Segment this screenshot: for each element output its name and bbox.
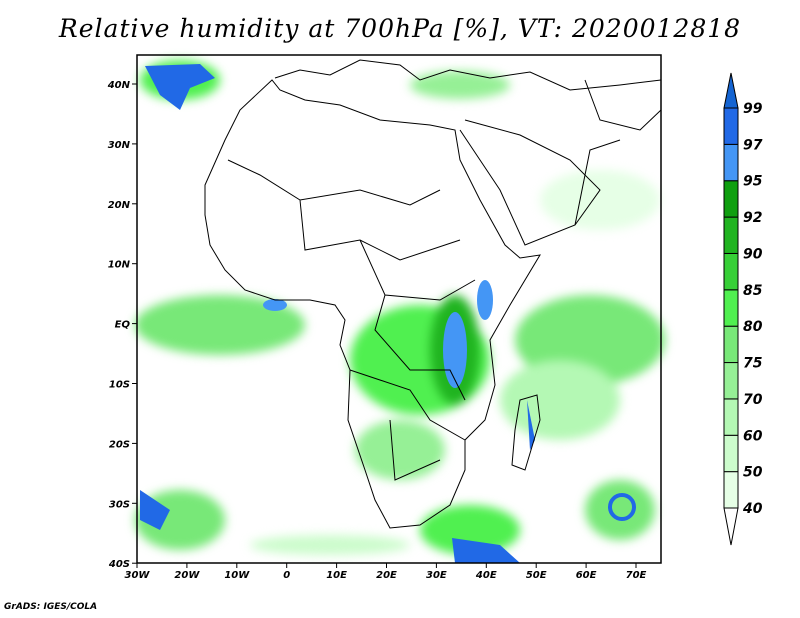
colorbar-label: 95 [743,174,763,190]
latitude-axis: 40N 30N 20N 10N EQ 10S 20S 30S 40S [107,80,137,570]
colorbar-label: 40 [742,501,763,517]
colorbar-bottom-arrow [723,507,739,546]
colorbar-label: 90 [743,246,763,262]
lat-label: 10S [109,380,130,391]
colorbar-swatch [723,289,739,327]
colorbar: 40 50 60 70 75 80 85 90 92 95 97 99 [723,72,763,546]
lat-label: 40S [108,559,130,570]
colorbar-label: 60 [743,428,763,444]
lon-label: 50E [526,570,547,581]
colorbar-swatch [723,471,739,509]
colorbar-label: 70 [743,392,763,408]
lat-label: EQ [115,320,131,331]
lat-label: 40N [107,80,131,91]
lon-label: 60E [576,570,597,581]
lon-label: 20E [376,570,397,581]
longitude-axis: 30W 20W 10W 0 10E 20E 30E 40E 50E 60E 70E [125,563,647,581]
colorbar-label: 50 [743,465,763,481]
colorbar-swatch [723,434,739,473]
lon-label: 10W [224,570,250,581]
colorbar-label: 75 [743,356,763,372]
lat-label: 30S [109,499,130,510]
credit-text: GrADS: IGES/COLA [4,602,98,612]
lon-label: 40E [475,570,497,581]
colorbar-top-arrow [723,72,739,109]
colorbar-label: 92 [743,210,762,226]
map-frame [136,54,662,564]
coastlines [204,59,662,529]
colorbar-label: 97 [743,137,763,153]
saturated-areas [140,64,636,563]
lat-label: 30N [108,140,131,151]
plot-title: Relative humidity at 700hPa [%], VT: 202… [58,14,742,43]
lon-label: 10E [326,570,347,581]
colorbar-swatch [723,398,739,436]
colorbar-swatch [723,252,739,291]
colorbar-label: 85 [743,283,763,299]
lon-label: 20W [174,570,200,581]
colorbar-swatch [723,362,739,400]
colorbar-label: 80 [743,319,763,335]
lon-label: 30W [125,570,151,581]
lat-label: 20S [109,439,130,450]
lat-label: 10N [108,260,131,271]
colorbar-swatch [723,180,739,218]
lon-label: 0 [283,570,290,581]
colorbar-swatch [723,216,739,254]
colorbar-swatch [723,325,739,364]
lon-label: 30E [426,570,447,581]
lon-label: 70E [626,570,647,581]
colorbar-label: 99 [743,101,763,117]
lat-label: 20N [108,200,131,211]
colorbar-swatch [723,107,739,145]
colorbar-swatch [723,143,739,182]
